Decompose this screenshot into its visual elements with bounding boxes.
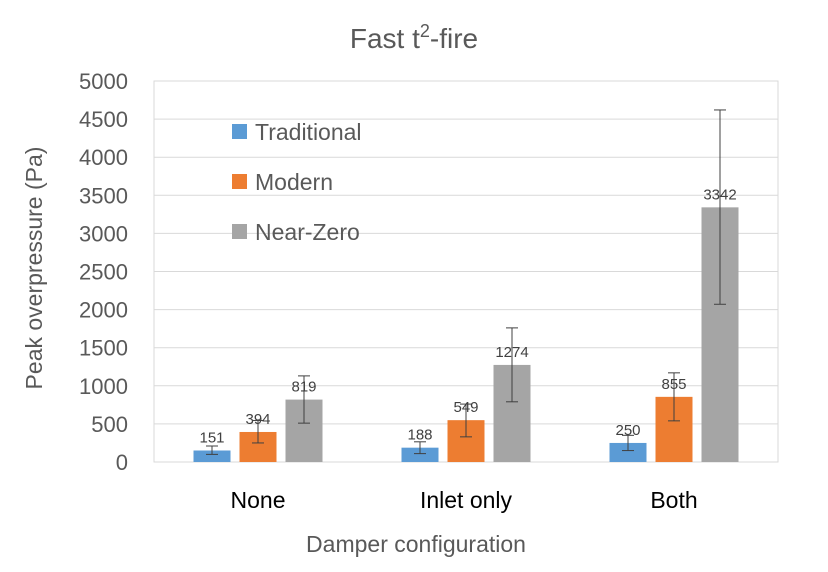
data-labels: 151 394 819 188 549 1274 250 855 3342 (199, 186, 736, 446)
y-tick-label: 4000 (79, 145, 128, 170)
legend-swatch-traditional (232, 124, 247, 139)
y-axis-ticks: 0 500 1000 1500 2000 2500 3000 3500 4000 4500 5000 (79, 69, 128, 475)
legend-label: Near-Zero (255, 219, 360, 245)
bar-traditional-2 (609, 442, 647, 462)
data-label: 250 (615, 422, 640, 439)
data-label: 819 (291, 379, 316, 396)
bar-traditional-0 (193, 450, 231, 462)
legend-label: Modern (255, 169, 333, 195)
y-tick-label: 4500 (79, 107, 128, 132)
data-label: 1274 (495, 344, 528, 361)
chart-title: Fast t2-fire (350, 21, 478, 54)
data-label: 394 (245, 411, 270, 428)
bar-traditional-1 (401, 447, 439, 462)
y-tick-label: 1500 (79, 336, 128, 361)
data-label: 188 (407, 427, 432, 444)
x-category-label: None (231, 487, 286, 513)
legend: Traditional Modern Near-Zero (232, 119, 362, 245)
x-category-label: Both (650, 487, 697, 513)
error-bars (206, 109, 726, 455)
y-tick-label: 500 (91, 412, 128, 437)
x-axis-title: Damper configuration (306, 531, 526, 557)
y-axis-title: Peak overpressure (Pa) (21, 147, 47, 390)
data-label: 151 (199, 429, 224, 446)
data-label: 3342 (703, 186, 736, 203)
y-tick-label: 1000 (79, 374, 128, 399)
y-tick-label: 2500 (79, 260, 128, 285)
y-tick-label: 0 (116, 450, 128, 475)
y-tick-label: 3000 (79, 221, 128, 246)
x-axis-categories: None Inlet only Both (231, 487, 698, 513)
y-tick-label: 3500 (79, 183, 128, 208)
data-label: 549 (453, 399, 478, 416)
legend-label: Traditional (255, 119, 362, 145)
x-category-label: Inlet only (420, 487, 513, 513)
y-tick-label: 5000 (79, 69, 128, 94)
data-label: 855 (661, 376, 686, 393)
y-tick-label: 2000 (79, 298, 128, 323)
legend-swatch-modern (232, 174, 247, 189)
legend-swatch-near-zero (232, 224, 247, 239)
